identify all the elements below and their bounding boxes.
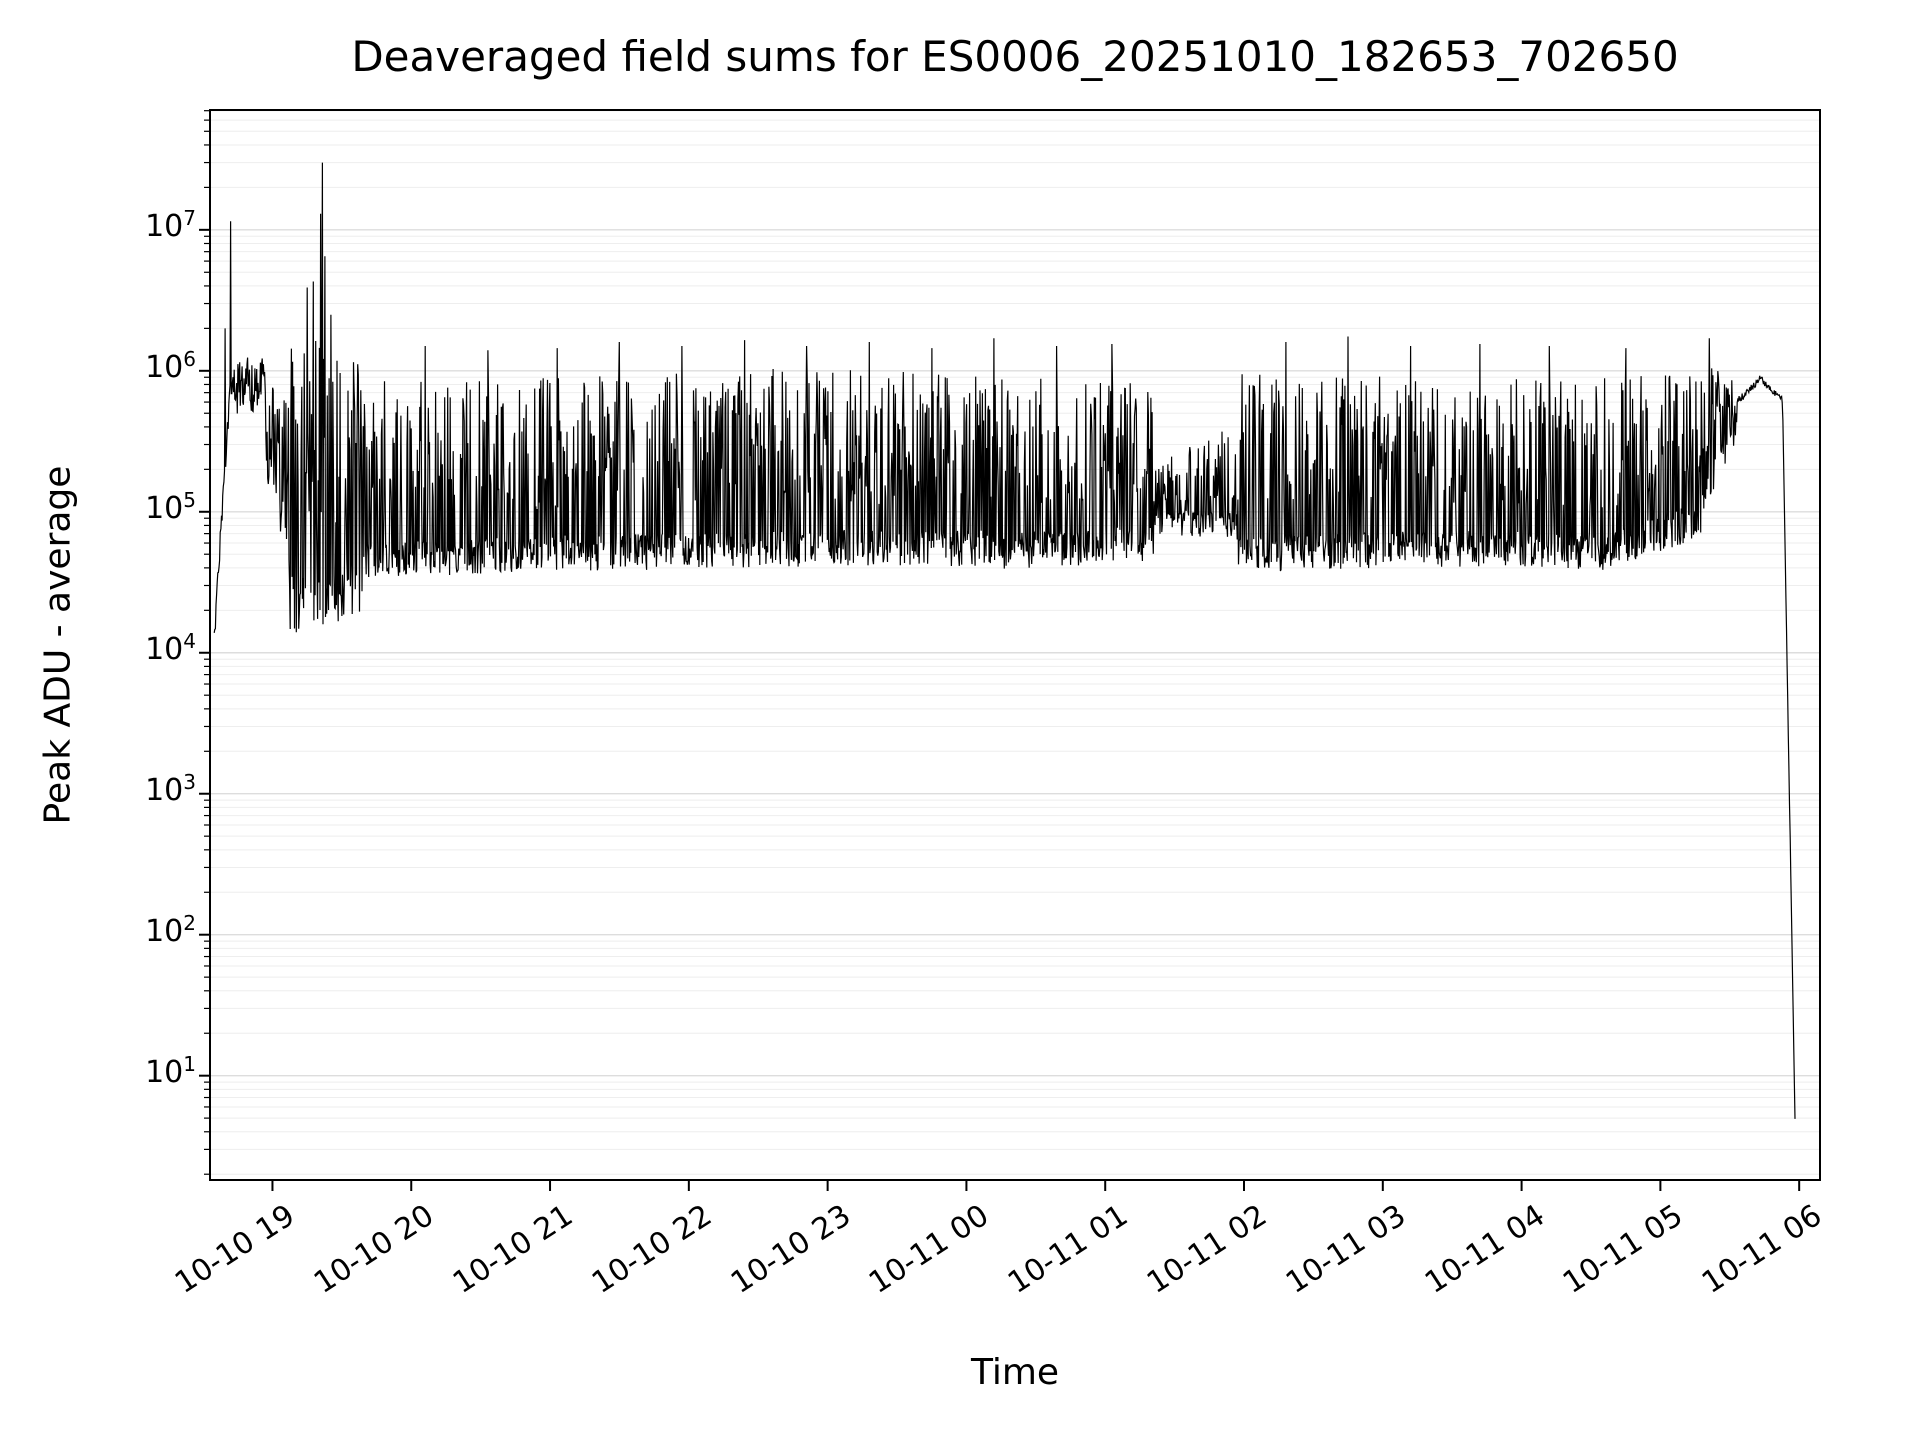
x-axis-label: Time: [970, 1352, 1060, 1393]
plot-border: [209, 109, 1821, 1181]
data-line: [213, 162, 1796, 1119]
chart-title: Deaveraged field sums for ES0006_2025101…: [351, 32, 1679, 81]
y-axis-label: Peak ADU - average: [37, 465, 79, 825]
